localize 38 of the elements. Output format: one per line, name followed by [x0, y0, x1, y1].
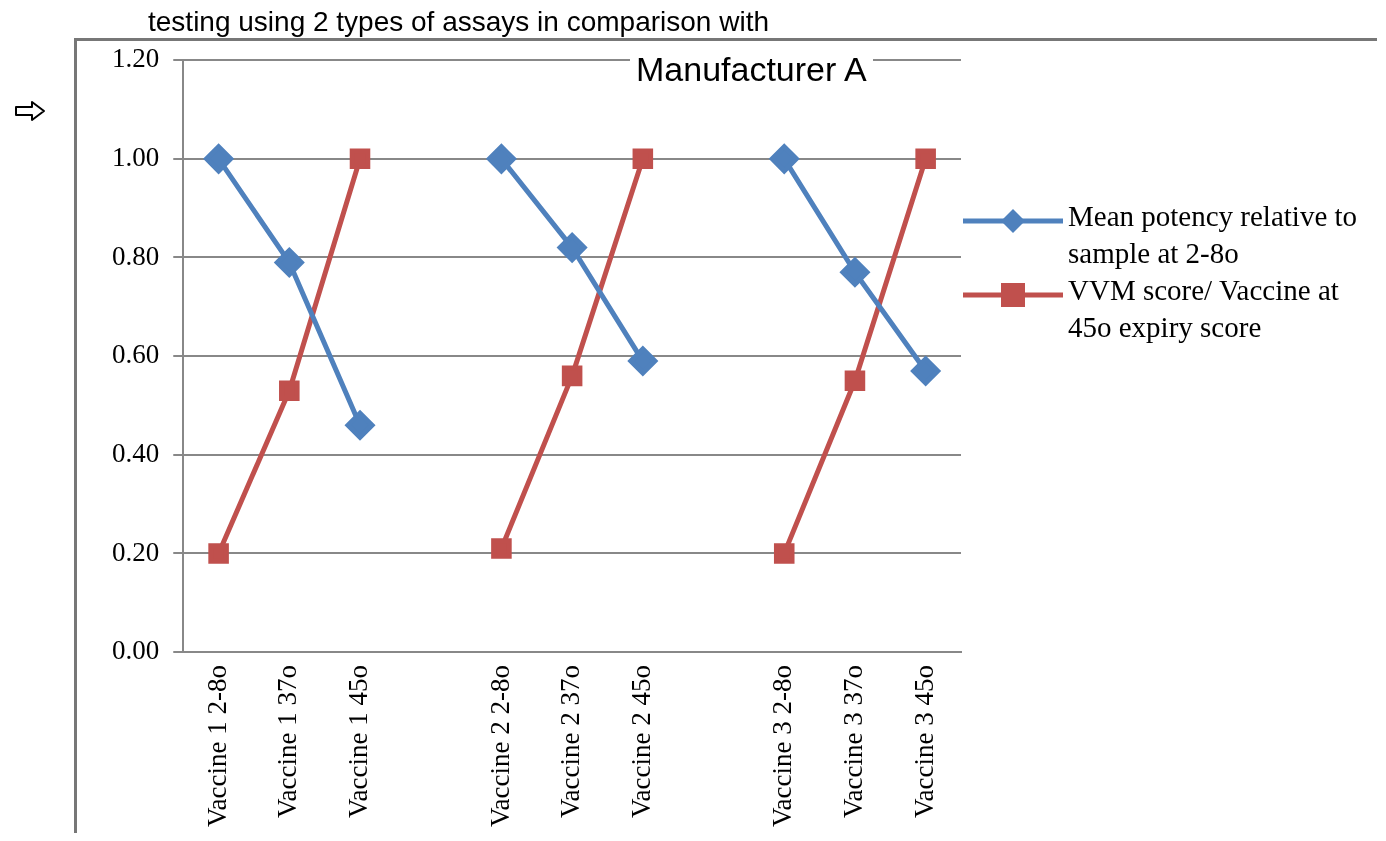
- point: [561, 365, 583, 387]
- point: [628, 346, 658, 376]
- y-tick-label: 1.00: [112, 141, 160, 172]
- point: [844, 370, 866, 392]
- x-tick-label: Vaccine 3 2-8o: [767, 665, 798, 827]
- x-tick-label: Vaccine 1 45o: [343, 665, 374, 819]
- point: [279, 380, 300, 401]
- point: [491, 538, 512, 559]
- annotation: Manufacturer A: [630, 50, 873, 89]
- y-tick-label: 0.60: [112, 339, 160, 370]
- x-tick-label: Vaccine 1 37o: [272, 665, 303, 819]
- point: [840, 257, 870, 287]
- point: [773, 543, 795, 564]
- x-tick-label: Vaccine 3 45o: [908, 665, 939, 819]
- point: [345, 410, 375, 440]
- legend-label: Mean potency relative to sample at 2-8o: [1068, 199, 1358, 271]
- legend-label: VVM score/ Vaccine at 45o expiry score: [1068, 273, 1340, 345]
- y-tick-label: 0.80: [112, 240, 160, 271]
- point: [915, 148, 936, 170]
- point: [632, 148, 654, 170]
- x-tick-label: Vaccine 2 45o: [625, 665, 656, 819]
- point: [769, 144, 799, 174]
- point: [486, 144, 516, 174]
- y-tick-label: 0.40: [112, 437, 160, 468]
- point: [911, 356, 941, 386]
- chart-title: testing using 2 types of assays in comparison with: [148, 7, 769, 38]
- y-tick-label: 0.00: [112, 635, 160, 666]
- point: [204, 144, 234, 174]
- point: [274, 247, 304, 277]
- point: [208, 543, 229, 564]
- x-tick-label: Vaccine 2 2-8o: [484, 665, 515, 827]
- x-tick-label: Vaccine 2 37o: [555, 665, 586, 819]
- point: [557, 233, 587, 263]
- y-tick-label: 1.20: [112, 43, 160, 74]
- point: [349, 148, 371, 170]
- y-tick-label: 0.20: [112, 536, 160, 567]
- x-tick-label: Vaccine 1 2-8o: [201, 665, 232, 827]
- x-tick-label: Vaccine 3 37o: [838, 665, 869, 819]
